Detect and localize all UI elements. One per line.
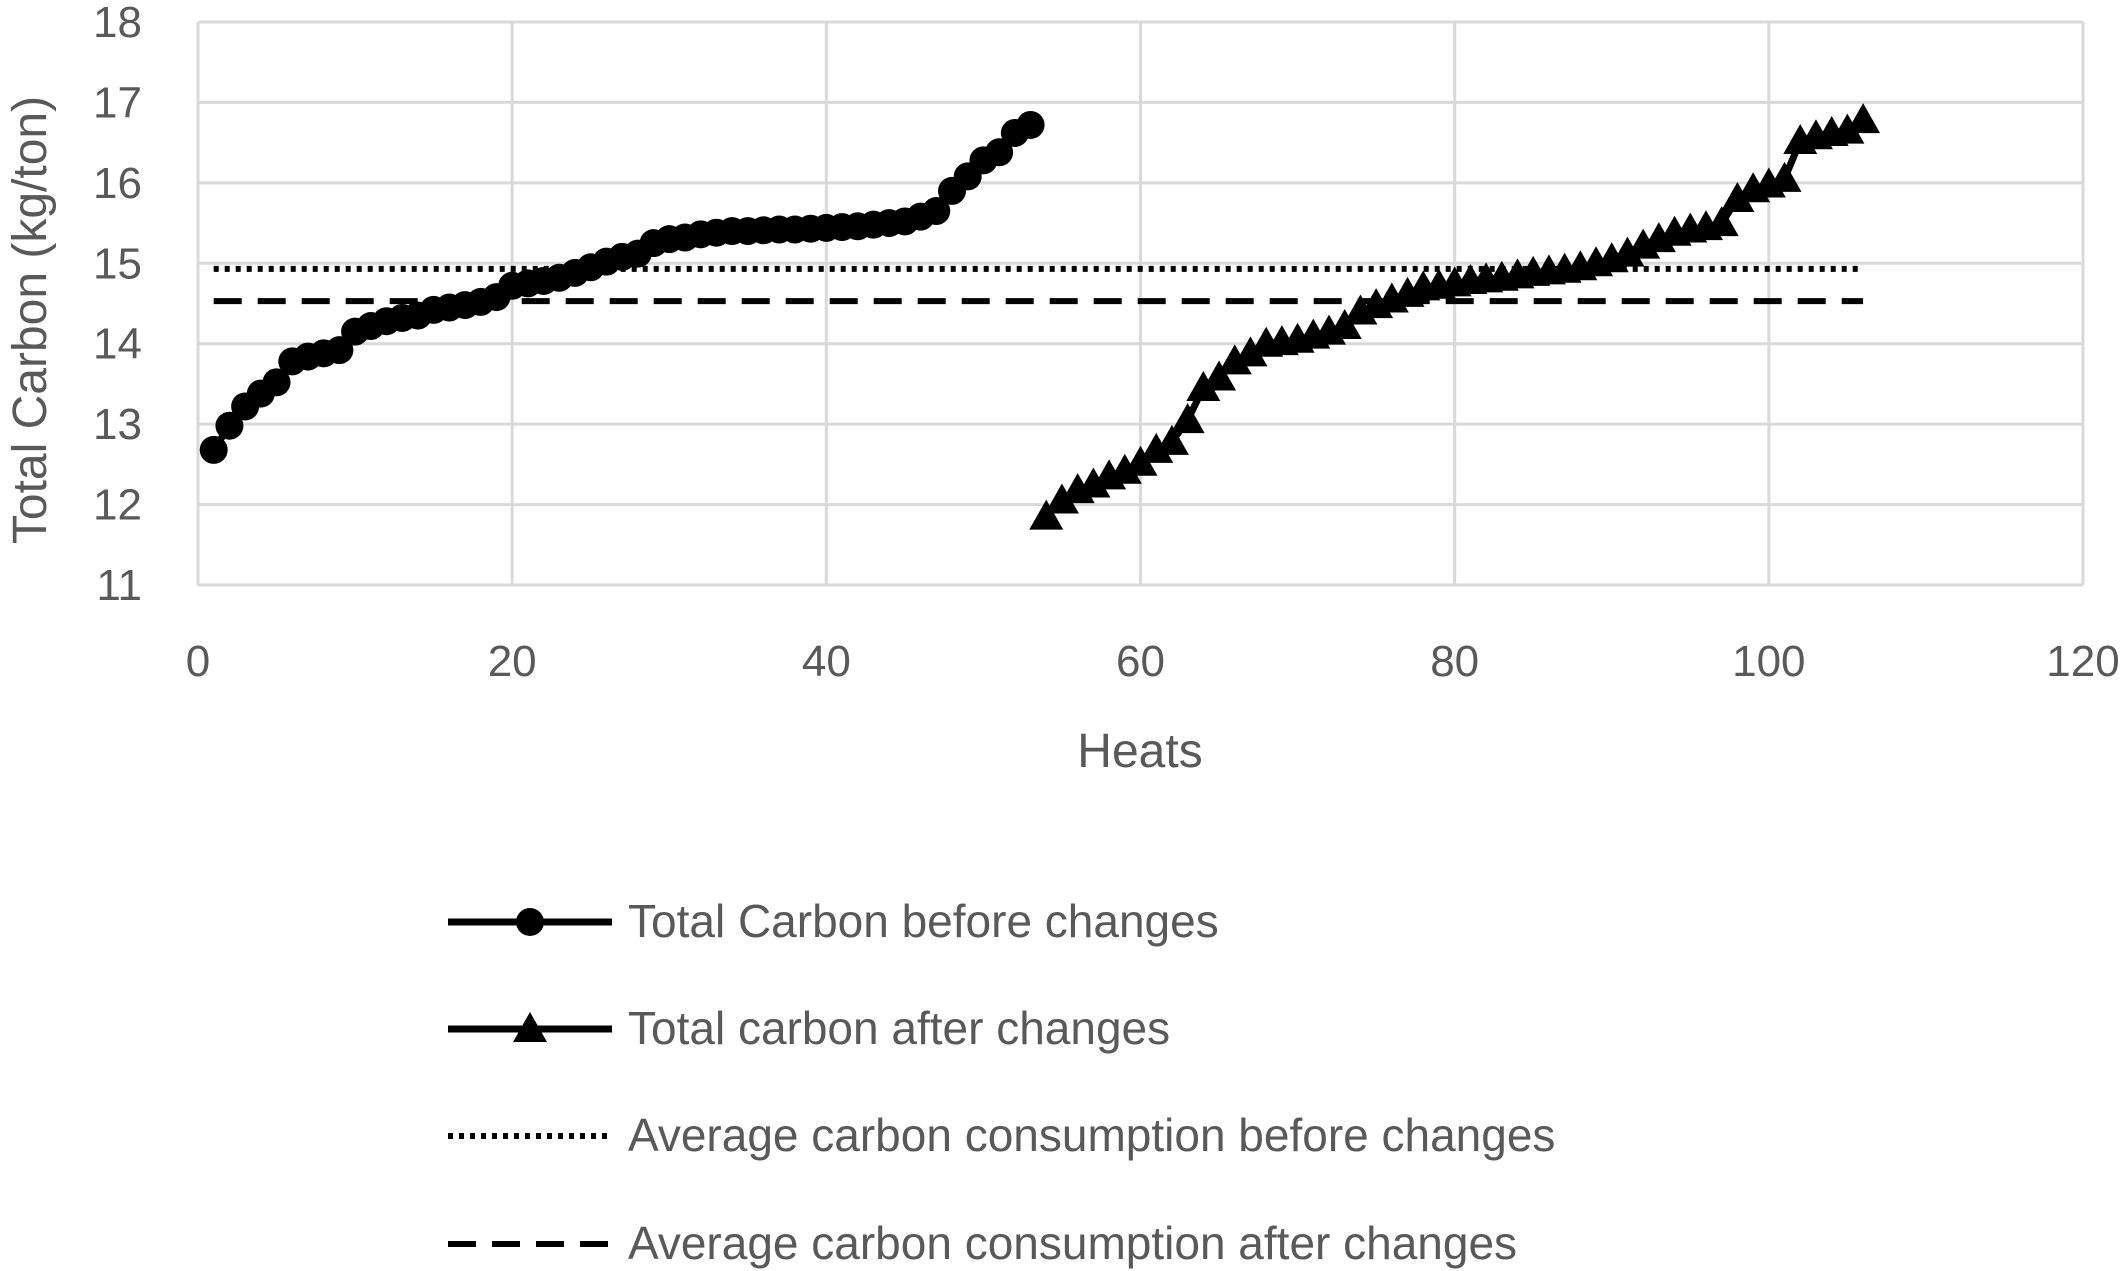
data-point-circle (325, 336, 354, 365)
data-point-circle (215, 411, 244, 440)
y-axis-title: Total Carbon (kg/ton) (4, 96, 57, 544)
data-point-circle (1016, 110, 1045, 139)
legend-triangle-marker (513, 1012, 547, 1042)
data-point-circle (262, 368, 291, 397)
y-tick-label: 14 (93, 320, 142, 369)
legend: Total Carbon before changes Total carbon… (448, 895, 1555, 1269)
y-tick-label: 16 (93, 159, 142, 208)
legend-circle-marker (516, 908, 544, 936)
data-point-triangle (1186, 370, 1221, 401)
data-point-circle (985, 138, 1014, 167)
y-axis-tick-labels: 11 12 13 14 15 16 17 18 (93, 0, 142, 610)
series-markers (199, 103, 1881, 530)
data-point-triangle (1704, 206, 1739, 237)
data-point-triangle (1076, 467, 1111, 498)
legend-item-avg-before: Average carbon consumption before change… (448, 1109, 1555, 1161)
legend-item-avg-after: Average carbon consumption after changes (448, 1217, 1517, 1269)
data-point-triangle (1217, 344, 1252, 375)
data-point-triangle (1154, 424, 1189, 455)
y-tick-label: 11 (96, 561, 142, 610)
data-point-triangle (1846, 103, 1881, 134)
x-axis-title: Heats (1077, 725, 1202, 778)
legend-label-avg-after: Average carbon consumption after changes (628, 1217, 1517, 1269)
y-tick-label: 12 (93, 481, 142, 530)
data-point-triangle (1107, 453, 1142, 484)
y-tick-label: 17 (93, 78, 142, 127)
legend-label-after: Total carbon after changes (628, 1002, 1170, 1054)
legend-label-avg-before: Average carbon consumption before change… (628, 1109, 1555, 1161)
x-tick-label: 20 (488, 637, 537, 686)
y-tick-label: 15 (93, 239, 142, 288)
data-point-circle (199, 435, 228, 464)
x-tick-label: 120 (2046, 637, 2119, 686)
legend-item-after: Total carbon after changes (448, 1002, 1170, 1054)
data-point-triangle (1029, 499, 1064, 530)
data-point-triangle (1202, 360, 1237, 391)
data-point-triangle (1170, 403, 1205, 434)
data-point-triangle (1044, 483, 1079, 514)
data-point-triangle (1139, 432, 1174, 463)
data-point-triangle (1720, 181, 1755, 212)
y-tick-label: 13 (93, 400, 142, 449)
x-tick-label: 0 (186, 637, 210, 686)
y-tick-label: 18 (93, 0, 142, 47)
data-point-triangle (1830, 113, 1865, 144)
x-axis-tick-labels: 0 20 40 60 80 100 120 (186, 637, 2120, 686)
x-tick-label: 80 (1430, 637, 1479, 686)
data-point-triangle (1233, 336, 1268, 367)
x-tick-label: 100 (1732, 637, 1805, 686)
data-point-triangle (1767, 161, 1802, 192)
x-tick-label: 40 (802, 637, 851, 686)
legend-label-before: Total Carbon before changes (628, 895, 1219, 947)
data-point-circle (922, 197, 951, 226)
data-point-triangle (1610, 236, 1645, 267)
x-tick-label: 60 (1116, 637, 1165, 686)
legend-item-before: Total Carbon before changes (448, 895, 1219, 947)
series-0-line (210, 121, 1033, 452)
